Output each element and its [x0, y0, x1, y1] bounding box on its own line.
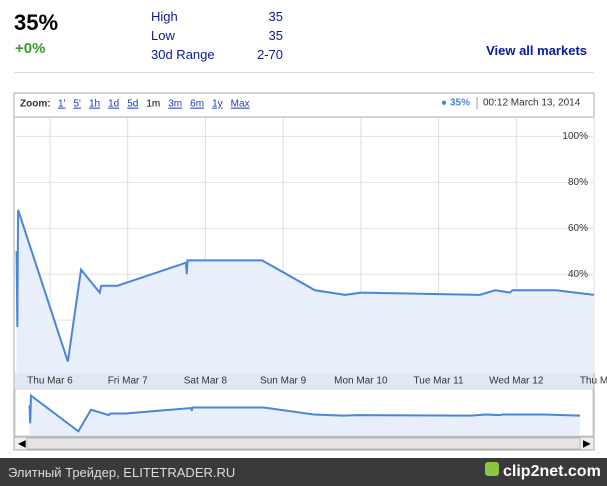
zoom-option[interactable]: 1' [58, 99, 66, 110]
footer-logo: clip2net.com [503, 463, 601, 480]
zoom-option[interactable]: 1d [108, 99, 119, 110]
series-line-area [16, 209, 594, 373]
y-tick-label: 40% [568, 269, 588, 280]
toolbar [15, 94, 593, 116]
legend-value: 35% [450, 98, 470, 109]
zoom-option[interactable]: 1y [212, 99, 223, 110]
zoom-option[interactable]: Max [231, 99, 250, 110]
series-line [15, 209, 595, 362]
zoom-option[interactable]: 5d [127, 99, 138, 110]
x-tick-label: Sun Mar 9 [260, 376, 307, 387]
stat-label: High [151, 9, 178, 24]
x-tick-label: Fri Mar 7 [108, 376, 148, 387]
footer: Элитный Трейдер, ELITETRADER.RU clip2net… [0, 458, 607, 486]
x-axis-band [15, 373, 593, 388]
navigator-line-area [29, 395, 581, 435]
y-tick-label: 60% [568, 223, 588, 234]
legend-dot: ● [441, 98, 447, 109]
stat-value: 2-70 [256, 47, 283, 62]
footer-source: Элитный Трейдер, ELITETRADER.RU [8, 465, 236, 480]
stat-label: 30d Range [151, 47, 215, 62]
x-tick-label: Sat Mar 8 [184, 376, 228, 387]
divider [14, 72, 594, 73]
view-all-link[interactable]: View all markets [486, 43, 587, 58]
quote-change: +0% [15, 40, 46, 57]
x-tick-label: Tue Mar 11 [414, 376, 464, 387]
zoom-option[interactable]: 6m [190, 99, 204, 110]
scroll-thumb[interactable] [26, 437, 581, 450]
zoom-option[interactable]: 1h [89, 99, 100, 110]
x-tick-label: Mon Mar 10 [334, 376, 388, 387]
stat-value: 35 [268, 9, 283, 24]
scroll-left[interactable]: ◀ [18, 439, 26, 450]
stat-label: Low [151, 28, 175, 43]
stat-value: 35 [268, 28, 283, 43]
navigator-line [28, 393, 581, 433]
zoom-option[interactable]: 3m [168, 99, 182, 110]
scroll-right[interactable]: ▶ [583, 439, 591, 450]
x-tick-label: Wed Mar 12 [489, 376, 544, 387]
x-tick-label: Thu Mar 6 [27, 376, 73, 387]
chart: ◀ ▶ Zoom: 1' 5' 1h 1d 5d 1m 3m 6m 1y Max ● 35% 00:12 … [13, 92, 607, 451]
logo-icon [485, 462, 499, 476]
x-tick-label: Thu M [580, 376, 607, 387]
y-tick-label: 100% [562, 131, 588, 142]
zoom-option[interactable]: 5' [73, 99, 81, 110]
zoom-label: Zoom: [20, 99, 51, 110]
quote-value: 35% [14, 10, 59, 35]
y-tick-label: 80% [568, 177, 588, 188]
zoom-option: 1m [146, 99, 160, 110]
timestamp: 00:12 March 13, 2014 [483, 98, 581, 109]
